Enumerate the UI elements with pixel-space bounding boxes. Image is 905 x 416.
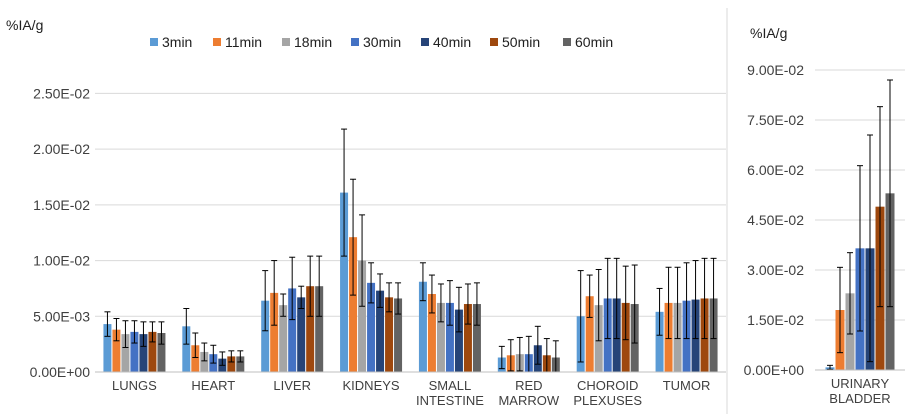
right-ytick-label: 0.00E+00 xyxy=(744,362,805,378)
left-ytick-label: 1.00E-02 xyxy=(33,253,90,269)
legend-label: 11min xyxy=(225,34,262,50)
right-ytick-label: 9.00E-02 xyxy=(747,62,804,78)
legend-label: 30min xyxy=(363,34,401,50)
legend: 3min 11min 18min 30min 40min 50min 60min xyxy=(150,34,613,50)
left-bar xyxy=(130,331,139,372)
left-bar xyxy=(315,286,324,372)
left-bar xyxy=(227,356,236,372)
left-bar xyxy=(103,324,112,372)
left-bar xyxy=(445,302,454,372)
legend-label: 18min xyxy=(294,34,332,50)
legend-swatch xyxy=(563,38,571,46)
left-bar xyxy=(463,304,472,372)
left-bar xyxy=(385,297,394,372)
left-ytick-label: 2.00E-02 xyxy=(33,141,90,157)
right-ytick-label: 6.00E-02 xyxy=(747,162,804,178)
left-category-label: TUMOR xyxy=(663,378,711,393)
right-plot-area: 0.00E+00 1.50E-02 3.00E-02 4.50E-02 6.00E-02… xyxy=(744,62,905,406)
left-category-label: PLEXUSES xyxy=(573,393,642,408)
left-bar xyxy=(427,294,436,372)
legend-swatch xyxy=(150,38,158,46)
legend-swatch xyxy=(282,38,290,46)
left-bar xyxy=(112,329,121,372)
left-bar xyxy=(288,288,297,372)
left-category-label: CHOROID xyxy=(577,378,638,393)
left-bar xyxy=(139,334,148,372)
left-bar xyxy=(367,282,376,372)
legend-swatch xyxy=(490,38,498,46)
left-bar xyxy=(191,345,200,372)
left-bar xyxy=(121,334,130,372)
left-bar xyxy=(200,351,209,372)
left-ytick-label: 5.00E-03 xyxy=(33,308,90,324)
right-ytick-label: 4.50E-02 xyxy=(747,212,804,228)
left-category-label: LUNGS xyxy=(112,378,157,393)
left-category-label: KIDNEYS xyxy=(343,378,400,393)
left-bar xyxy=(376,290,385,372)
left-bar xyxy=(148,331,157,372)
left-category-label: RED xyxy=(515,378,542,393)
left-plot-area: 0.00E+00 5.00E-03 1.00E-02 1.50E-02 2.00E-02… xyxy=(30,85,726,408)
right-category-label: URINARY xyxy=(831,376,890,391)
legend-label: 40min xyxy=(433,34,471,50)
left-bar xyxy=(472,304,481,372)
left-category-label: MARROW xyxy=(498,393,559,408)
left-bar xyxy=(358,260,367,372)
left-ytick-label: 0.00E+00 xyxy=(30,364,91,380)
left-bar xyxy=(655,311,664,372)
right-unit-label: %IA/g xyxy=(750,25,787,41)
left-ytick-label: 2.50E-02 xyxy=(33,85,90,101)
right-category-label: BLADDER xyxy=(829,391,890,406)
left-bar xyxy=(270,292,279,372)
left-category-label: LIVER xyxy=(273,378,311,393)
left-bar xyxy=(182,326,191,372)
legend-label: 60min xyxy=(575,34,613,50)
left-bar xyxy=(236,356,245,372)
left-category-label: HEART xyxy=(191,378,235,393)
left-bar xyxy=(306,286,315,372)
left-bar xyxy=(349,237,358,372)
legend-label: 3min xyxy=(162,34,192,50)
left-bar xyxy=(436,302,445,372)
left-category-label: INTESTINE xyxy=(416,393,484,408)
legend-label: 50min xyxy=(502,34,540,50)
left-bar xyxy=(394,298,403,372)
left-unit-label: %IA/g xyxy=(6,17,43,33)
legend-swatch xyxy=(421,38,429,46)
left-bar xyxy=(418,281,427,372)
left-bar xyxy=(585,296,594,372)
legend-swatch xyxy=(351,38,359,46)
right-ytick-label: 7.50E-02 xyxy=(747,112,804,128)
right-ytick-label: 1.50E-02 xyxy=(747,312,804,328)
right-ytick-label: 3.00E-02 xyxy=(747,262,804,278)
left-bar xyxy=(297,297,306,372)
legend-swatch xyxy=(213,38,221,46)
left-ytick-label: 1.50E-02 xyxy=(33,197,90,213)
left-bar xyxy=(454,309,463,372)
left-category-label: SMALL xyxy=(429,378,472,393)
left-bar xyxy=(157,333,166,372)
left-bar xyxy=(261,300,270,372)
left-bar xyxy=(340,192,349,372)
left-bar xyxy=(279,305,288,372)
